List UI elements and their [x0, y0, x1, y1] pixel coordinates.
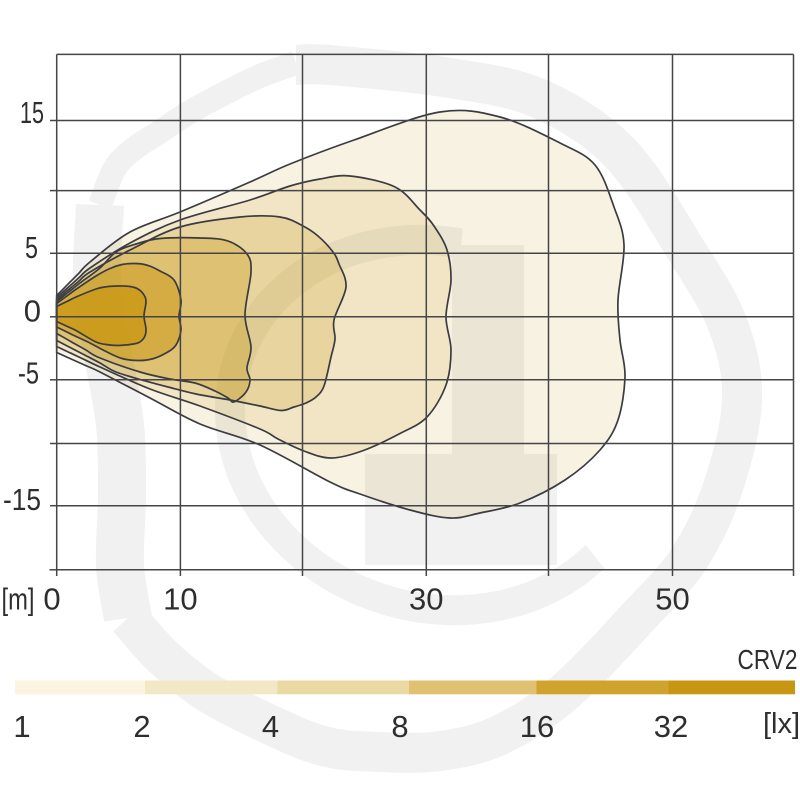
svg-text:50: 50	[655, 582, 689, 617]
svg-text:0: 0	[43, 582, 60, 617]
svg-text:[m]: [m]	[2, 582, 35, 617]
svg-text:-5: -5	[18, 356, 39, 391]
svg-text:CRV2: CRV2	[738, 644, 798, 675]
svg-text:30: 30	[409, 582, 443, 617]
svg-text:8: 8	[391, 709, 408, 744]
svg-text:[lx]: [lx]	[763, 708, 800, 740]
svg-text:16: 16	[520, 709, 554, 744]
svg-text:0: 0	[24, 293, 41, 328]
svg-text:32: 32	[654, 709, 688, 744]
svg-text:2: 2	[133, 709, 150, 744]
svg-text:15: 15	[20, 95, 44, 130]
svg-text:4: 4	[262, 709, 279, 744]
svg-text:1: 1	[13, 709, 30, 744]
svg-text:-15: -15	[3, 482, 41, 517]
svg-text:5: 5	[25, 230, 38, 265]
svg-text:10: 10	[163, 582, 197, 617]
